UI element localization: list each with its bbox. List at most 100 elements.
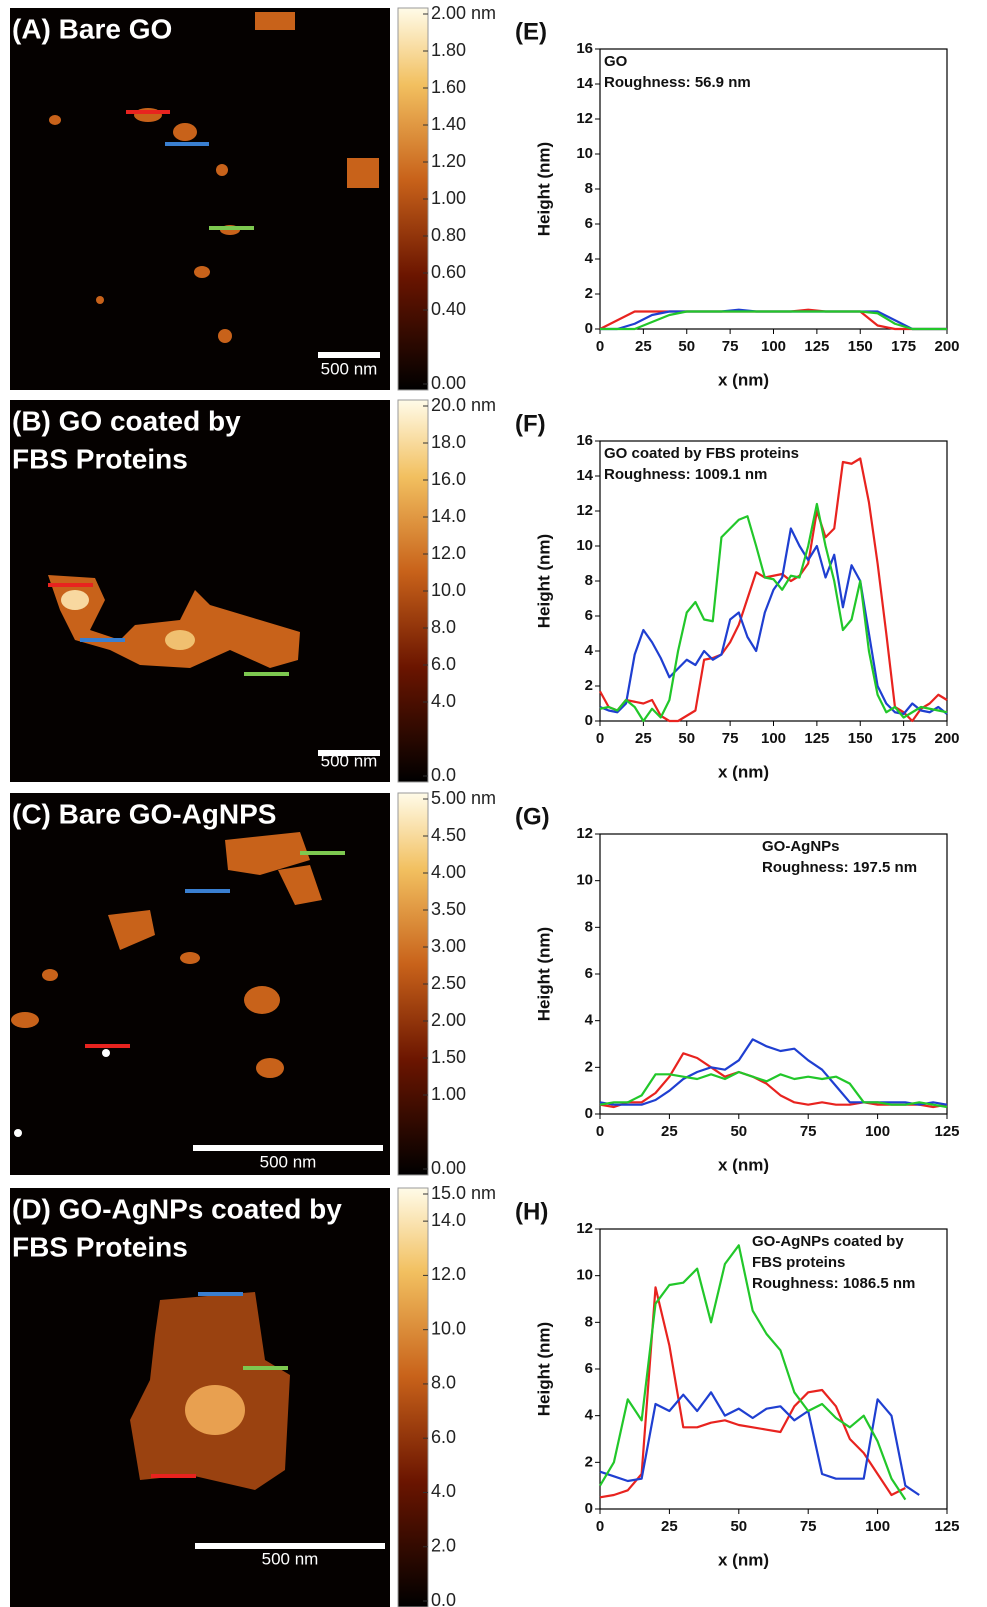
- y-tick-label: 10: [576, 1267, 593, 1284]
- colorbar-tick-label: 14.0: [431, 506, 466, 526]
- colorbar-tick-label: 2.00: [431, 1010, 466, 1030]
- annotation: Roughness: 1009.1 nm: [604, 466, 767, 483]
- y-axis-label: Height (nm): [534, 1322, 553, 1416]
- x-tick-label: 75: [800, 1518, 817, 1535]
- y-tick-label: 14: [576, 75, 593, 92]
- y-tick-label: 12: [576, 110, 593, 127]
- panel-label: (F): [515, 410, 546, 437]
- colorbar-tick-label: 3.50: [431, 899, 466, 919]
- y-tick-label: 8: [585, 180, 593, 197]
- annotation: GO-AgNPs: [762, 838, 840, 855]
- y-axis-label: Height (nm): [534, 534, 553, 628]
- colorbar: [397, 1187, 429, 1607]
- annotation: Roughness: 197.5 nm: [762, 859, 917, 876]
- y-tick-label: 8: [585, 918, 593, 935]
- y-tick-label: 2: [585, 285, 593, 302]
- colorbar-tick-label: 1.00: [431, 1084, 466, 1104]
- annotation: Roughness: 56.9 nm: [604, 74, 751, 91]
- scale-bar-label: 500 nm: [262, 1549, 319, 1568]
- x-tick-label: 25: [635, 730, 652, 747]
- y-tick-label: 10: [576, 872, 593, 889]
- x-axis-label: x (nm): [718, 1155, 769, 1174]
- y-tick-label: 12: [576, 825, 593, 842]
- panel-title: (C) Bare GO-AgNPS: [12, 798, 276, 829]
- data-line: [599, 457, 948, 723]
- annotation: GO: [604, 53, 628, 70]
- x-tick-label: 100: [761, 338, 786, 355]
- colorbar-tick-label: 2.0: [431, 1535, 456, 1555]
- x-tick-label: 150: [848, 730, 873, 747]
- colorbar-tick-label: 5.00 nm: [431, 788, 496, 808]
- x-axis-label: x (nm): [718, 1550, 769, 1569]
- data-line: [599, 1038, 948, 1106]
- annotation: Roughness: 1086.5 nm: [752, 1275, 915, 1292]
- colorbar-tick-label: 8.0: [431, 617, 456, 637]
- colorbar-tick-label: 2.50: [431, 973, 466, 993]
- panel-title: FBS Proteins: [12, 443, 188, 474]
- colorbar-tick-label: 10.0: [431, 580, 466, 600]
- panel-label: (G): [515, 803, 550, 830]
- x-tick-label: 125: [804, 730, 829, 747]
- colorbar-tick-label: 6.0: [431, 1427, 456, 1447]
- colorbar-tick-label: 10.0: [431, 1318, 466, 1338]
- x-tick-label: 175: [891, 338, 916, 355]
- y-axis-label: Height (nm): [534, 142, 553, 236]
- x-tick-label: 75: [722, 730, 739, 747]
- panel-label: (E): [515, 18, 547, 45]
- colorbar-tick-label: 0.00: [431, 373, 466, 393]
- y-tick-label: 8: [585, 1313, 593, 1330]
- y-tick-label: 0: [585, 1105, 593, 1122]
- colorbar-tick-label: 1.40: [431, 114, 466, 134]
- colorbar-tick-label: 20.0 nm: [431, 395, 496, 415]
- annotation: GO-AgNPs coated by: [752, 1233, 904, 1250]
- y-tick-label: 16: [576, 40, 593, 57]
- colorbar-tick-label: 18.0: [431, 432, 466, 452]
- colorbar-tick-label: 4.0: [431, 1481, 456, 1501]
- x-tick-label: 200: [934, 730, 959, 747]
- colorbar-tick-label: 4.00: [431, 862, 466, 882]
- colorbar-tick-label: 16.0: [431, 469, 466, 489]
- panel-title: FBS Proteins: [12, 1231, 188, 1262]
- data-line: [599, 1391, 920, 1496]
- colorbar-tick-label: 0.0: [431, 1590, 456, 1607]
- x-tick-label: 200: [934, 338, 959, 355]
- x-tick-label: 50: [730, 1518, 747, 1535]
- x-tick-label: 75: [722, 338, 739, 355]
- y-tick-label: 6: [585, 1360, 593, 1377]
- colorbar-tick-label: 4.0: [431, 691, 456, 711]
- colorbar-tick-label: 0.00: [431, 1158, 466, 1178]
- data-line: [600, 310, 947, 331]
- colorbar-tick-label: 8.0: [431, 1373, 456, 1393]
- colorbar-tick-label: 14.0: [431, 1210, 466, 1230]
- x-axis-label: x (nm): [718, 370, 769, 389]
- data-line: [599, 1244, 907, 1501]
- colorbar-tick-label: 1.80: [431, 40, 466, 60]
- y-tick-label: 4: [585, 642, 594, 659]
- x-tick-label: 50: [678, 338, 695, 355]
- y-tick-label: 8: [585, 572, 593, 589]
- y-tick-label: 0: [585, 712, 593, 729]
- x-tick-label: 0: [596, 1123, 604, 1140]
- colorbar-tick-label: 1.50: [431, 1047, 466, 1067]
- y-tick-label: 0: [585, 1500, 593, 1517]
- panel-title: (D) GO-AgNPs coated by: [12, 1193, 342, 1224]
- colorbar-tick-label: 0.0: [431, 765, 456, 785]
- colorbar-tick-label: 2.00 nm: [431, 3, 496, 23]
- y-tick-label: 4: [585, 1012, 594, 1029]
- y-tick-label: 2: [585, 1058, 593, 1075]
- x-tick-label: 175: [891, 730, 916, 747]
- x-tick-label: 0: [596, 730, 604, 747]
- x-tick-label: 150: [848, 338, 873, 355]
- y-tick-label: 12: [576, 1220, 593, 1237]
- panel-label: (H): [515, 1198, 548, 1225]
- colorbar-tick-label: 0.60: [431, 262, 466, 282]
- x-tick-label: 75: [800, 1123, 817, 1140]
- colorbar-tick-label: 0.80: [431, 225, 466, 245]
- y-tick-label: 12: [576, 502, 593, 519]
- scale-bar-label: 500 nm: [321, 359, 378, 378]
- y-tick-label: 10: [576, 145, 593, 162]
- y-tick-label: 10: [576, 537, 593, 554]
- colorbar-tick-label: 12.0: [431, 1264, 466, 1284]
- colorbar-tick-label: 4.50: [431, 825, 466, 845]
